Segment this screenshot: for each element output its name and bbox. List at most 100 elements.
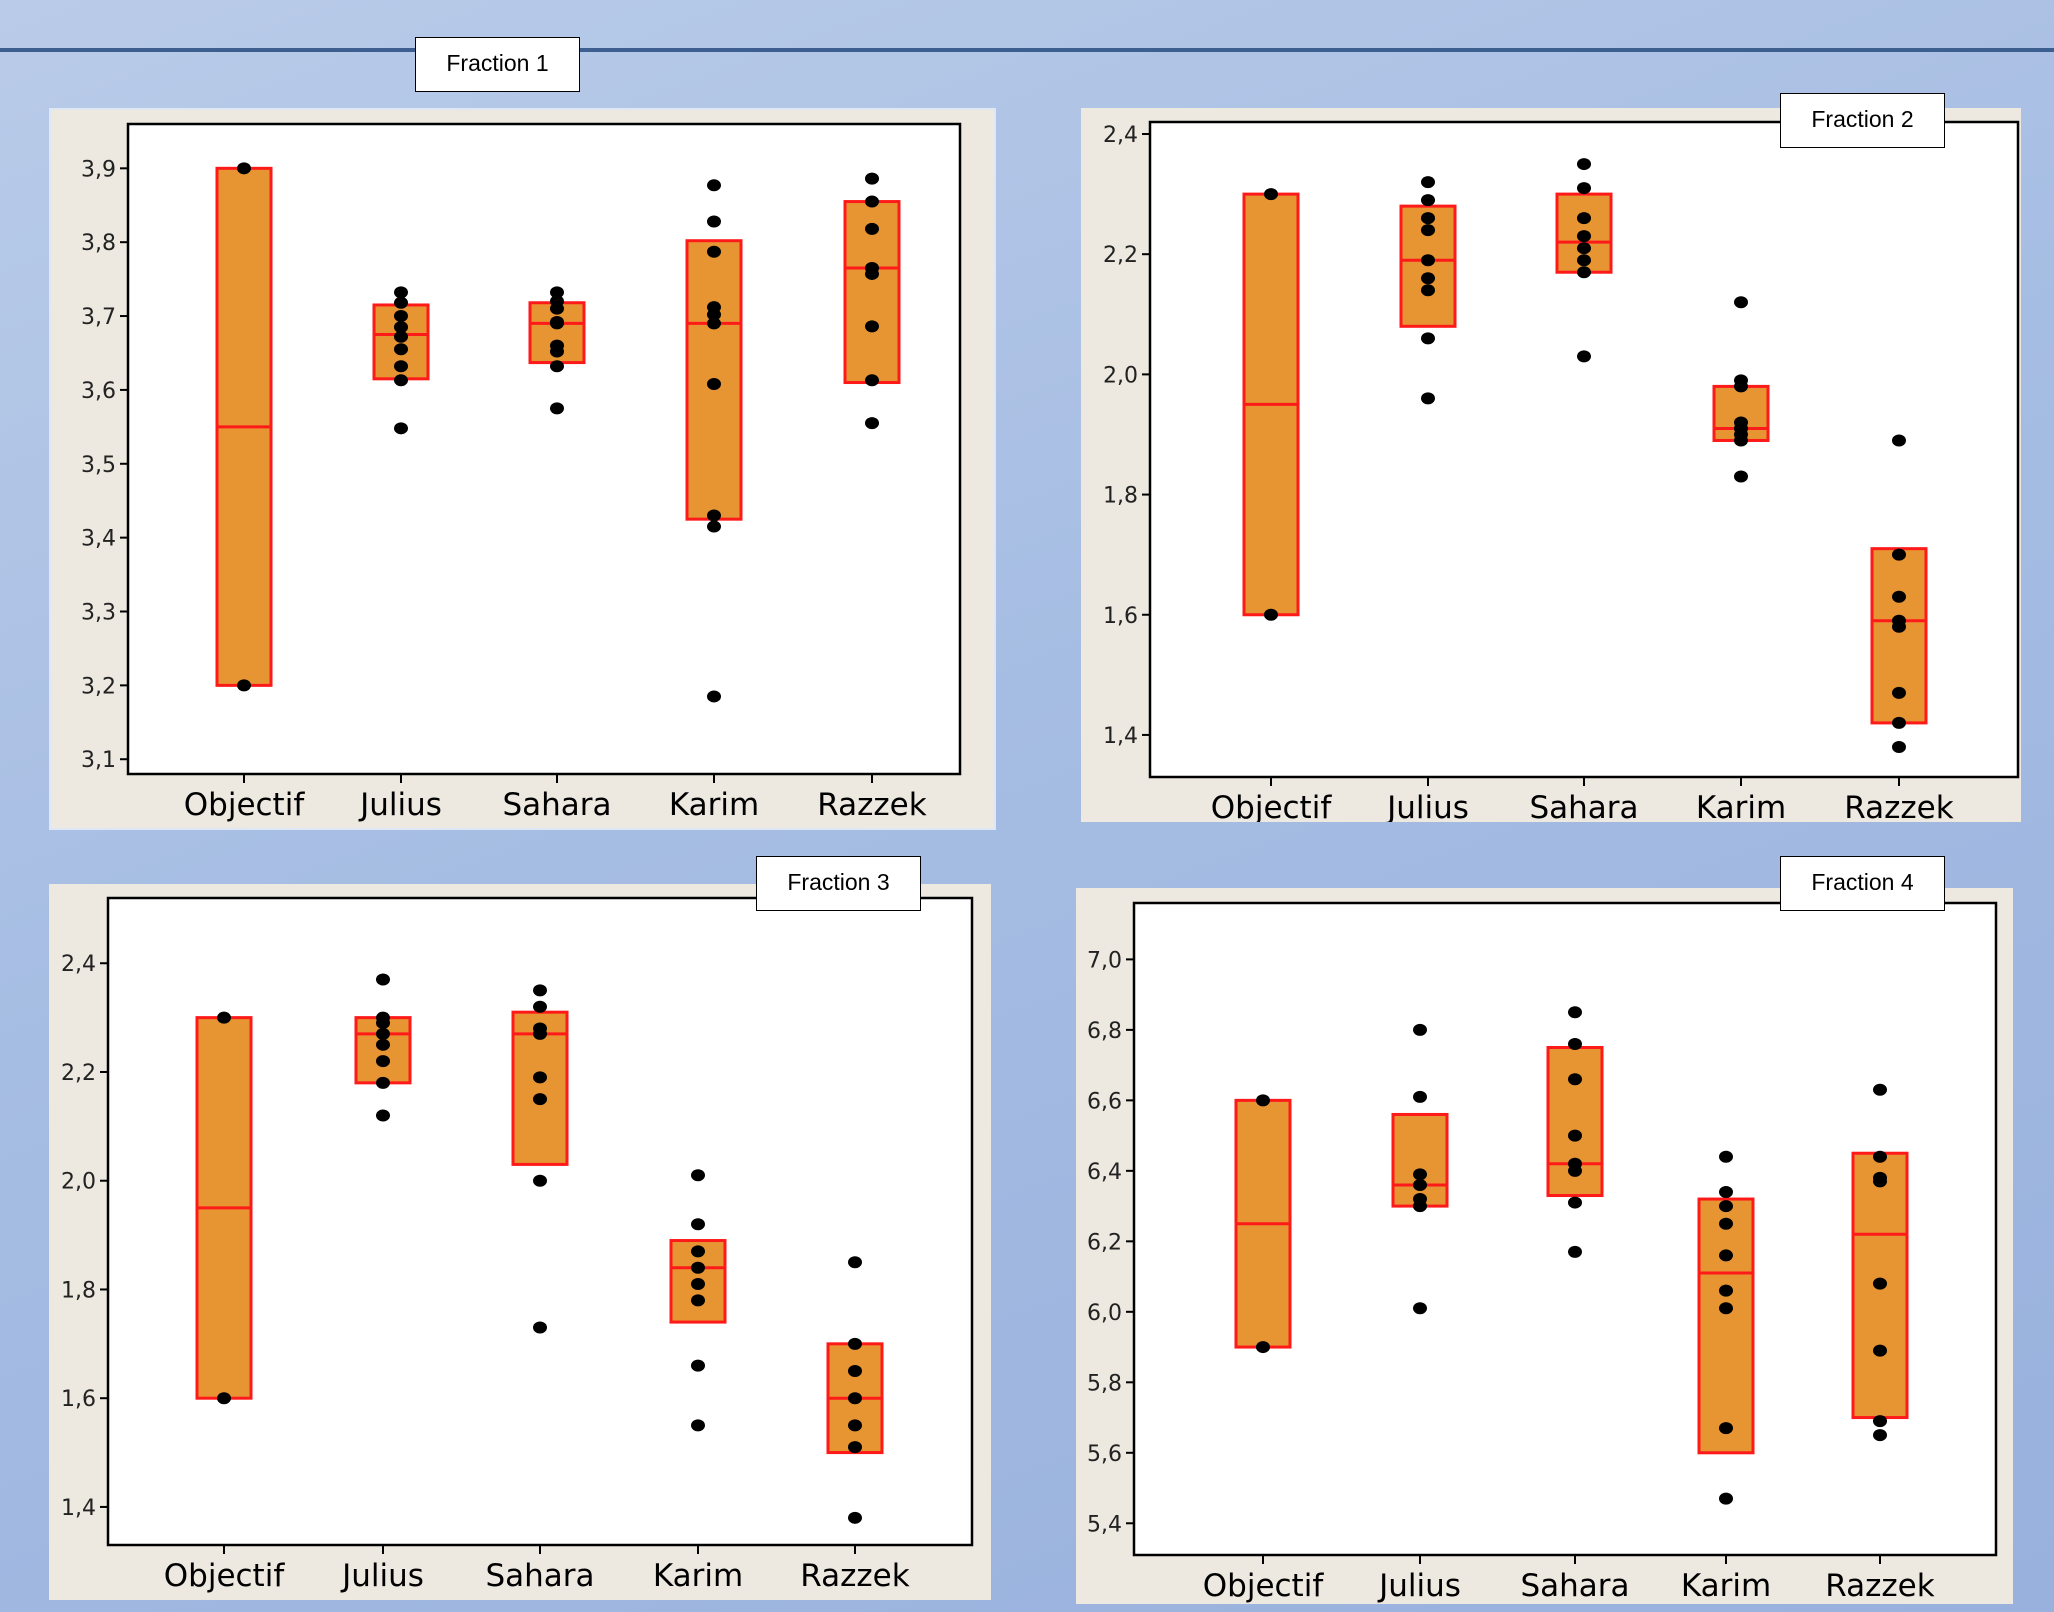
data-point [707,245,721,258]
data-point [550,315,564,328]
data-point [865,262,879,275]
data-point [1421,392,1435,405]
data-point [691,1245,705,1258]
chart-fraction-4: 5,4 5,6 5,8 6,0 6,2 6,4 6,6 6,8 7,0 Objectif Juliu… [1087,901,1998,1604]
data-point [865,320,879,333]
data-point [533,1071,547,1084]
data-point [217,1011,231,1024]
data-point [1892,686,1906,699]
data-point [1873,1415,1887,1428]
data-point [394,330,408,343]
data-point [691,1261,705,1274]
y-tick-label: 3,9 [81,157,116,182]
data-point [1413,1302,1427,1315]
data-point [1577,158,1591,171]
data-point [1873,1429,1887,1442]
data-point [707,690,721,703]
x-tick-label-julius: Julius [340,1558,424,1594]
y-tick-label: 2,4 [61,952,96,977]
y-tick-label: 1,4 [1103,724,1138,749]
data-point [848,1392,862,1405]
y-tick-label: 3,7 [81,305,116,330]
data-point [550,339,564,352]
x-tick-label-karim: Karim [669,787,759,823]
data-point [707,509,721,522]
x-tick-label-sahara: Sahara [485,1558,594,1594]
data-point [691,1294,705,1307]
y-tick-label: 3,1 [81,748,116,773]
data-point [1719,1284,1733,1297]
data-point [1421,212,1435,225]
data-point [1873,1277,1887,1290]
data-point [1892,434,1906,447]
data-point [1577,242,1591,255]
data-point [1719,1302,1733,1315]
data-point [1421,272,1435,285]
data-point [1568,1073,1582,1086]
data-point [237,162,251,175]
data-point [1421,254,1435,267]
data-point [1421,194,1435,207]
x-tick-label-karim: Karim [653,1558,743,1594]
data-point [1892,548,1906,561]
y-tick-label: 1,6 [1103,604,1138,629]
data-point [376,1027,390,1040]
y-tick-label: 1,6 [61,1387,96,1412]
box-objectif [195,1016,253,1400]
data-point [1568,1245,1582,1258]
y-tick-label: 7,0 [1087,948,1122,973]
data-point [1577,212,1591,225]
data-point [848,1256,862,1269]
data-point [1873,1344,1887,1357]
data-point [1256,1341,1270,1354]
chart-fraction-3: 1,4 1,6 1,8 2,0 2,2 2,4 Objectif Julius Sahara Ka… [61,896,974,1594]
data-point [550,402,564,415]
data-point [1568,1006,1582,1019]
fraction-4-label: Fraction 4 [1780,856,1945,911]
y-tick-label: 3,6 [81,379,116,404]
data-point [1264,608,1278,621]
y-tick-label: 1,8 [1103,484,1138,509]
chart-panel-fraction-4: 5,4 5,6 5,8 6,0 6,2 6,4 6,6 6,8 7,0 Objectif Juliu… [1076,888,2013,1604]
y-tick-label: 3,4 [81,527,116,552]
data-point [1892,716,1906,729]
data-point [1256,1094,1270,1107]
data-point [376,973,390,986]
data-point [865,374,879,387]
data-point [1413,1168,1427,1181]
y-tick-label: 3,2 [81,674,116,699]
y-tick-label: 2,2 [1103,243,1138,268]
x-tick-label-objectif: Objectif [1211,790,1333,822]
data-point [394,296,408,309]
y-tick-label: 2,0 [61,1170,96,1195]
data-point [1719,1217,1733,1230]
fraction-3-label: Fraction 3 [756,856,921,911]
x-tick-label-julius: Julius [1385,790,1469,822]
data-point [691,1169,705,1182]
data-point [550,360,564,373]
data-point [1421,224,1435,237]
x-tick-label-sahara: Sahara [502,787,611,823]
data-point [1577,266,1591,279]
data-point [1421,284,1435,297]
x-tick-label-sahara: Sahara [1520,1568,1629,1604]
x-tick-label-razzek: Razzek [817,787,926,823]
data-point [707,317,721,330]
data-point [707,301,721,314]
data-point [533,1000,547,1013]
data-point [1719,1150,1733,1163]
y-tick-label: 1,4 [61,1496,96,1521]
x-tick-label-razzek: Razzek [800,1558,909,1594]
chart-panel-fraction-1: 3,1 3,2 3,3 3,4 3,5 3,6 3,7 3,8 3,9 Objectif Juliu… [49,108,996,830]
x-tick-label-objectif: Objectif [164,1558,286,1594]
data-point [691,1278,705,1291]
box-karim [1697,1197,1755,1455]
data-point [865,417,879,430]
data-point [237,679,251,692]
x-tick-label-razzek: Razzek [1844,790,1953,822]
y-tick-label: 6,8 [1087,1019,1122,1044]
data-point [1264,188,1278,201]
chart-panel-fraction-2: 1,4 1,6 1,8 2,0 2,2 2,4 Objectif Julius Sahara Ka… [1081,108,2021,822]
data-point [1892,740,1906,753]
data-point [1413,1178,1427,1191]
